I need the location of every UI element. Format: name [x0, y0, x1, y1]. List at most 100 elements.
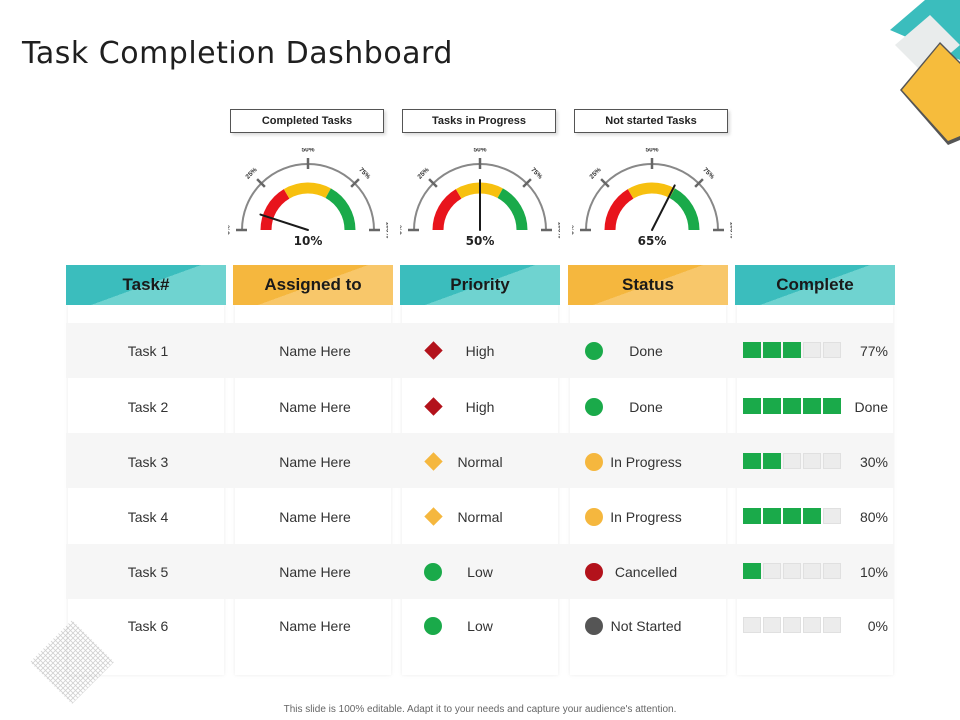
gauge-tick	[600, 178, 610, 188]
progress-segment	[803, 398, 821, 414]
status-cell: In Progress	[610, 509, 682, 525]
completion-progress-bar	[743, 617, 841, 633]
progress-segment	[743, 342, 761, 358]
progress-segment	[763, 453, 781, 469]
gauge-band-green	[669, 188, 700, 231]
yellow-dot-icon	[585, 453, 603, 471]
gauge-tick	[256, 178, 266, 188]
gauge-band-green	[497, 188, 528, 231]
progress-segment	[803, 453, 821, 469]
assigned-cell: Name Here	[279, 618, 351, 634]
gauge-band-yellow	[283, 182, 331, 199]
gauge-label-not-started: Not started Tasks	[574, 109, 728, 133]
progress-segment	[803, 342, 821, 358]
assigned-cell: Name Here	[279, 509, 351, 525]
gauge-tick-label: 50%	[301, 148, 314, 154]
progress-segment	[783, 342, 801, 358]
gauge-band-yellow	[627, 182, 675, 199]
green-dot-icon	[424, 617, 442, 635]
progress-segment	[803, 617, 821, 633]
completion-progress-bar	[743, 508, 841, 524]
complete-text: 10%	[859, 564, 888, 580]
gray-dot-icon	[585, 617, 603, 635]
task-cell: Task 6	[127, 618, 169, 634]
column-header-assigned: Assigned to	[233, 265, 393, 305]
gauge-band-red	[432, 189, 462, 231]
status-cell: Done	[629, 399, 663, 415]
task-cell: Task 4	[127, 509, 169, 525]
gauge-tick	[428, 178, 438, 188]
progress-segment	[743, 617, 761, 633]
gauge-tick-label: 75%	[357, 167, 371, 181]
gauge-tick-label: 0%	[572, 225, 576, 235]
task-cell: Task 1	[127, 343, 169, 359]
progress-segment	[803, 563, 821, 579]
gauge-tick-label: 25%	[417, 166, 431, 180]
gauge-label-in-progress: Tasks in Progress	[402, 109, 556, 133]
column-header-task: Task#	[66, 265, 226, 305]
column-header-status: Status	[568, 265, 728, 305]
column-header-priority: Priority	[400, 265, 560, 305]
gauge-tick	[350, 178, 360, 188]
status-cell: In Progress	[610, 454, 682, 470]
assigned-cell: Name Here	[279, 343, 351, 359]
progress-segment	[743, 508, 761, 524]
priority-cell: High	[465, 343, 495, 359]
completion-progress-bar	[743, 342, 841, 358]
complete-text: Done	[854, 399, 888, 415]
column-header-complete: Complete	[735, 265, 895, 305]
gauge-tick-label: 50%	[645, 148, 658, 154]
gauge-tick-label: 0%	[228, 225, 232, 235]
progress-segment	[763, 617, 781, 633]
progress-segment	[763, 508, 781, 524]
gauge-needle	[651, 184, 676, 231]
gauge-value: 50%	[466, 234, 495, 248]
priority-cell: Low	[467, 618, 493, 634]
progress-segment	[743, 398, 761, 414]
gauge-value: 65%	[638, 234, 667, 248]
progress-segment	[823, 398, 841, 414]
gauge-value: 10%	[294, 234, 323, 248]
complete-text: 30%	[859, 454, 888, 470]
progress-segment	[743, 563, 761, 579]
progress-segment	[763, 342, 781, 358]
assigned-cell: Name Here	[279, 454, 351, 470]
gauge-tick	[522, 178, 532, 188]
progress-segment	[763, 563, 781, 579]
status-cell: Done	[629, 343, 663, 359]
progress-segment	[783, 508, 801, 524]
green-dot-icon	[424, 563, 442, 581]
progress-segment	[823, 453, 841, 469]
gauge-tick-label: 0%	[400, 225, 404, 235]
task-cell: Task 2	[127, 399, 169, 415]
completion-progress-bar	[743, 453, 841, 469]
task-cell: Task 3	[127, 454, 169, 470]
gauge-tick-label: 25%	[589, 166, 603, 180]
corner-decoration	[890, 0, 960, 145]
assigned-cell: Name Here	[279, 564, 351, 580]
gauge-band-green	[325, 188, 356, 231]
gauge-tick-label: 100%	[384, 222, 388, 239]
red-dot-icon	[585, 563, 603, 581]
gauge-needle	[259, 213, 309, 231]
progress-segment	[783, 453, 801, 469]
gauge-tick-label: 75%	[529, 167, 543, 181]
gauge-band-red	[260, 189, 290, 231]
progress-segment	[823, 617, 841, 633]
progress-segment	[783, 398, 801, 414]
gauge-tick	[694, 178, 704, 188]
progress-segment	[783, 563, 801, 579]
priority-cell: Low	[467, 564, 493, 580]
status-cell: Cancelled	[614, 564, 678, 580]
gauge-in-progress: 0% 25% 50% 75% 100% 50%	[400, 148, 560, 248]
gauge-completed: 0% 25% 50% 75% 100% 10%	[228, 148, 388, 248]
progress-segment	[803, 508, 821, 524]
gauge-tick-label: 25%	[245, 166, 259, 180]
completion-progress-bar	[743, 398, 841, 414]
gauge-tick-label: 100%	[728, 222, 732, 239]
task-cell: Task 5	[127, 564, 169, 580]
gauge-tick-label: 50%	[473, 148, 486, 154]
progress-segment	[743, 453, 761, 469]
gauge-not-started: 0% 25% 50% 75% 100% 65%	[572, 148, 732, 248]
progress-segment	[823, 508, 841, 524]
